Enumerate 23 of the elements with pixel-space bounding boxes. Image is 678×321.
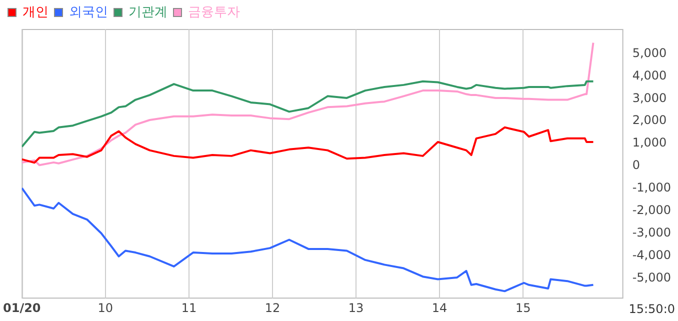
- legend-label: 개인: [22, 4, 48, 20]
- y-tick-label: -2,000: [632, 203, 672, 218]
- x-tick-label: 13: [348, 300, 364, 315]
- y-tick-label: 4,000: [632, 68, 667, 82]
- legend-label: 기관계: [128, 4, 168, 20]
- y-tick-label: 1,000: [632, 136, 667, 150]
- y-tick-label: 2,000: [632, 113, 667, 128]
- x-tick-label: 15: [515, 300, 531, 315]
- y-tick-label: 5,000: [632, 46, 667, 60]
- y-tick-label: 0: [632, 158, 640, 172]
- y-tick-label: -1,000: [632, 180, 672, 195]
- y-tick-label: -4,000: [632, 248, 672, 262]
- legend-label: 외국인: [69, 4, 108, 20]
- x-tick-label: 01/20: [3, 300, 41, 315]
- x-tick-label: 10: [98, 300, 114, 315]
- x-tick-label: 12: [264, 300, 280, 315]
- y-tick-label: -3,000: [632, 226, 672, 240]
- x-tick-label: 11: [181, 300, 197, 315]
- text: 15:50:0: [628, 302, 675, 316]
- y-tick-label: 3,000: [632, 90, 667, 105]
- x-tick-label: 14: [432, 300, 448, 315]
- y-tick-label: -5,000: [632, 270, 672, 285]
- legend-label: 금융투자: [188, 4, 240, 20]
